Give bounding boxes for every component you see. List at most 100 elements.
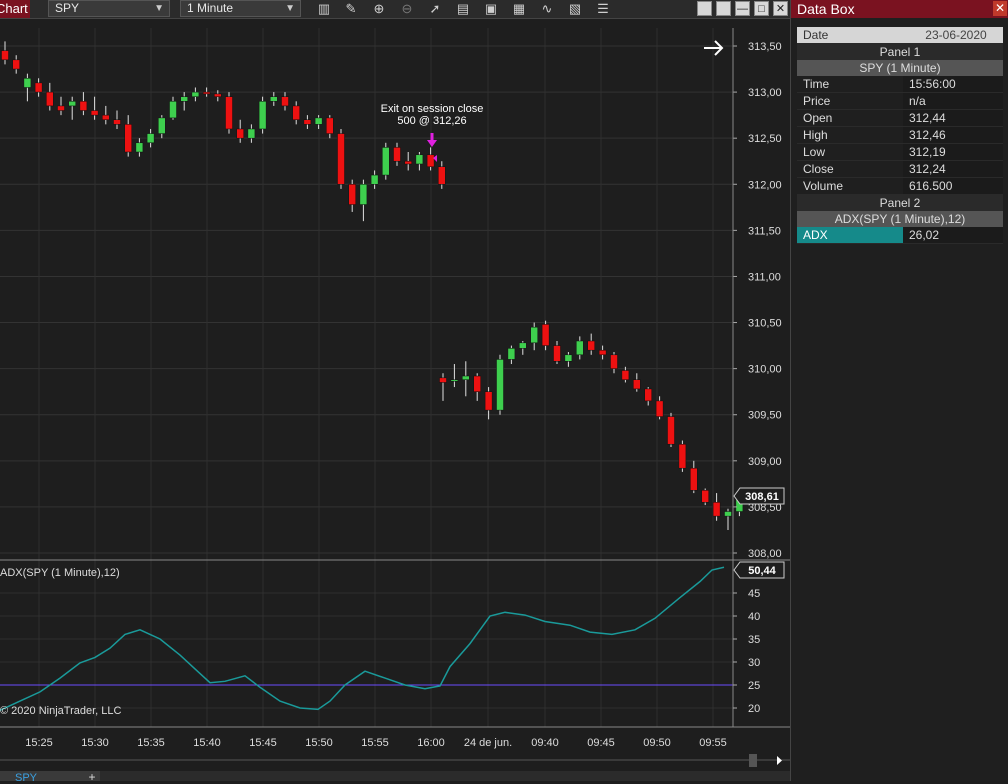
- candle-body: [135, 142, 144, 153]
- candle-body: [258, 101, 267, 130]
- maximize-icon[interactable]: □: [754, 1, 769, 16]
- candle: [180, 92, 188, 111]
- candle: [202, 87, 211, 97]
- price-tick-label: 313,50: [748, 41, 782, 53]
- candle: [462, 361, 470, 397]
- candle: [621, 366, 630, 383]
- last-price-value: 308,61: [745, 491, 779, 503]
- adx-tick-label: 45: [748, 588, 760, 600]
- data-row-value: 312,24: [903, 161, 1003, 177]
- data-row-close: Close 312,24: [797, 161, 1003, 178]
- exit-annotation-line1: Exit on session close: [381, 103, 484, 115]
- chart-style-icon[interactable]: ▥: [317, 1, 331, 16]
- minimize-icon[interactable]: —: [735, 1, 750, 16]
- candle-body: [484, 391, 493, 411]
- candle-body: [519, 342, 527, 349]
- interval-selector[interactable]: 1 Minute ▼: [180, 0, 301, 17]
- window-option-icon[interactable]: [697, 1, 712, 16]
- chart-canvas[interactable]: 313,50 313,00 312,50 312,00 311,50 311,00 310,…: [0, 19, 790, 771]
- window-option-icon[interactable]: [716, 1, 731, 16]
- candle: [124, 115, 132, 157]
- candle: [191, 87, 200, 102]
- data-row-label: Open: [803, 111, 833, 125]
- candle: [326, 115, 334, 139]
- add-tab-button[interactable]: +: [84, 771, 100, 783]
- candle-body: [79, 101, 88, 111]
- candle-body: [690, 467, 698, 491]
- time-tick-label: 15:45: [249, 737, 277, 749]
- candle: [314, 115, 323, 129]
- interval-value: 1 Minute: [187, 1, 234, 15]
- candle-body: [348, 184, 356, 205]
- candle: [678, 440, 687, 472]
- adx-tick-label: 20: [748, 703, 760, 715]
- pencil-icon[interactable]: ✎: [345, 1, 357, 16]
- candle-body: [576, 340, 584, 356]
- candle: [724, 508, 732, 530]
- candle: [587, 333, 595, 355]
- candle-body: [46, 91, 54, 107]
- candle-body: [655, 400, 664, 417]
- candle: [169, 96, 177, 120]
- zoom-in-icon[interactable]: ⊕: [373, 1, 385, 16]
- close-icon[interactable]: ✕: [773, 1, 788, 16]
- close-icon[interactable]: ✕: [993, 1, 1007, 16]
- candle-body: [678, 443, 687, 469]
- instrument-value: SPY: [55, 1, 80, 15]
- candle: [292, 101, 300, 125]
- candle: [519, 340, 527, 355]
- instrument-selector[interactable]: SPY ▼: [48, 0, 170, 17]
- candle-body: [337, 133, 345, 185]
- candle-body: [724, 511, 732, 517]
- adx-line: [0, 566, 725, 711]
- pointer-icon[interactable]: ➚: [429, 1, 441, 16]
- candle: [102, 105, 110, 125]
- chart-window-tab[interactable]: Chart: [0, 0, 30, 18]
- candle-body: [404, 160, 412, 165]
- candle: [12, 55, 20, 74]
- adx-panel: [0, 566, 733, 711]
- strategies-icon[interactable]: ▦: [512, 1, 526, 16]
- price-tick-label: 308,00: [748, 548, 782, 560]
- adx-tick-label: 25: [748, 680, 760, 692]
- candle: [247, 124, 256, 143]
- indicator-badge: 50,44: [733, 561, 785, 579]
- candle-body: [712, 502, 721, 517]
- candle: [644, 387, 652, 406]
- candle: [667, 412, 675, 447]
- time-tick-label: 09:50: [643, 737, 671, 749]
- candle: [701, 488, 709, 506]
- data-box-icon[interactable]: ☰: [597, 1, 609, 16]
- candle: [359, 179, 368, 222]
- zoom-out-icon[interactable]: ⊖: [401, 1, 413, 16]
- candle: [370, 170, 379, 189]
- time-tick-label: 09:45: [587, 737, 615, 749]
- chart-area[interactable]: 313,50 313,00 312,50 312,00 311,50 311,00 310,…: [0, 19, 790, 771]
- candle: [337, 128, 345, 189]
- panel1-header: Panel 1: [797, 44, 1003, 60]
- candle: [439, 373, 447, 401]
- candle-body: [496, 359, 504, 411]
- candle: [553, 340, 561, 365]
- candle-body: [438, 166, 446, 185]
- candle-body: [158, 117, 166, 134]
- candle: [225, 92, 233, 134]
- arrow-right-icon[interactable]: [704, 40, 724, 56]
- data-row-price: Price n/a: [797, 93, 1003, 110]
- snapshot-icon[interactable]: ▧: [568, 1, 582, 16]
- indicator-label: ADX(SPY (1 Minute),12): [0, 567, 120, 579]
- properties-icon[interactable]: ▤: [456, 1, 470, 16]
- indicators-icon[interactable]: ∿: [541, 1, 553, 16]
- candle: [68, 96, 76, 120]
- candle-body: [667, 416, 675, 445]
- data-row-value: 312,46: [903, 127, 1003, 143]
- candle-body: [326, 117, 334, 134]
- adx-tick-label: 35: [748, 634, 760, 646]
- chart-grid: [0, 28, 733, 727]
- templates-icon[interactable]: ▣: [484, 1, 498, 16]
- price-tick-label: 310,00: [748, 364, 782, 376]
- data-row-label: Price: [803, 94, 831, 108]
- scroll-right-icon: [777, 756, 782, 765]
- scrollbar: [749, 754, 782, 767]
- sheet-tab-spy[interactable]: SPY: [0, 771, 93, 781]
